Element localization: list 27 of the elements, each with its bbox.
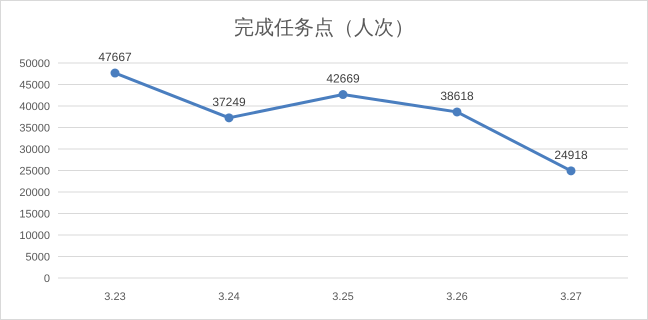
y-tick-label: 10000 [19,230,50,242]
data-label: 38618 [440,88,474,103]
y-tick-label: 5000 [26,252,50,264]
y-tick-label: 45000 [19,80,50,92]
y-tick-label: 15000 [19,208,50,220]
point [566,166,576,176]
point [110,68,120,78]
data-label: 42669 [326,72,360,86]
x-tick-label: 3.25 [332,291,354,303]
y-tick-label: 0 [44,273,50,285]
y-tick-label: 40000 [19,101,50,113]
y-tick-label: 35000 [19,122,50,134]
point [338,90,348,100]
data-label: 24918 [554,148,588,162]
x-tick-label: 3.24 [218,291,240,303]
y-tick-label: 30000 [19,144,50,156]
data-label: 37249 [212,94,246,109]
y-tick-label: 20000 [19,187,50,199]
chart-title: 完成任务点（人次） [234,16,414,39]
data-label: 47667 [98,50,132,64]
y-tick-label: 50000 [19,58,50,70]
x-tick-label: 3.26 [446,291,468,303]
point [452,107,462,116]
x-tick-label: 3.27 [560,291,582,303]
point [224,113,234,122]
x-tick-label: 3.23 [104,291,126,303]
y-tick-label: 25000 [19,166,50,178]
